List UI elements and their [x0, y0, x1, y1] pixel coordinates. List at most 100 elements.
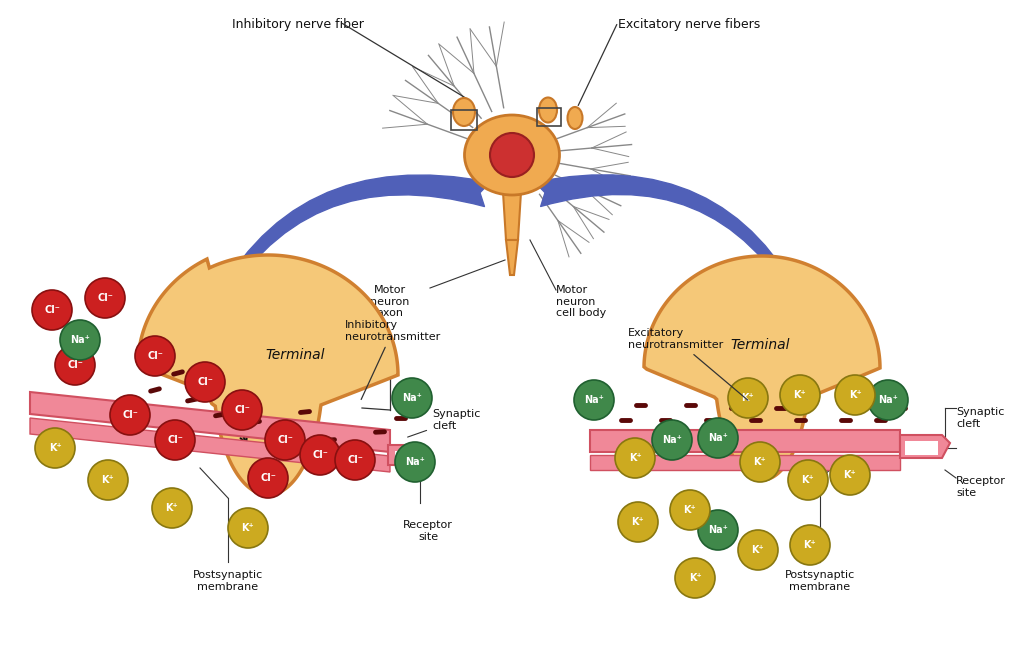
Circle shape	[738, 530, 778, 570]
Circle shape	[830, 455, 870, 495]
Text: Cl⁻: Cl⁻	[312, 450, 328, 460]
Text: K⁺: K⁺	[844, 470, 856, 480]
Circle shape	[228, 508, 268, 548]
Circle shape	[88, 460, 128, 500]
Text: Receptor
site: Receptor site	[956, 476, 1006, 497]
Text: Cl⁻: Cl⁻	[278, 435, 293, 445]
Text: K⁺: K⁺	[794, 390, 806, 400]
Circle shape	[60, 320, 100, 360]
Text: K⁺: K⁺	[101, 475, 115, 485]
Polygon shape	[30, 392, 390, 452]
Polygon shape	[506, 240, 518, 275]
Text: K⁺: K⁺	[242, 523, 254, 533]
Circle shape	[155, 420, 195, 460]
Text: Na⁺: Na⁺	[70, 335, 90, 345]
Circle shape	[835, 375, 874, 415]
Text: K⁺: K⁺	[632, 517, 644, 527]
Circle shape	[574, 380, 614, 420]
Text: Cl⁻: Cl⁻	[234, 405, 250, 415]
Circle shape	[185, 362, 225, 402]
Polygon shape	[590, 455, 900, 470]
Polygon shape	[905, 441, 938, 455]
Circle shape	[728, 378, 768, 418]
Text: Na⁺: Na⁺	[708, 525, 728, 535]
Text: Cl⁻: Cl⁻	[44, 305, 60, 315]
Circle shape	[788, 460, 828, 500]
Circle shape	[32, 290, 72, 330]
Text: Cl⁻: Cl⁻	[347, 455, 362, 465]
Circle shape	[868, 380, 908, 420]
Circle shape	[110, 395, 150, 435]
Text: Cl⁻: Cl⁻	[122, 410, 138, 420]
Polygon shape	[395, 451, 412, 462]
Text: K⁺: K⁺	[688, 573, 701, 583]
Bar	[451, 110, 477, 130]
Text: K⁺: K⁺	[48, 443, 61, 453]
Text: K⁺: K⁺	[849, 390, 861, 400]
Text: Na⁺: Na⁺	[584, 395, 604, 405]
Ellipse shape	[539, 97, 557, 122]
Circle shape	[675, 558, 715, 598]
Text: Na⁺: Na⁺	[708, 433, 728, 443]
Text: Inhibitory
neurotransmitter: Inhibitory neurotransmitter	[345, 320, 440, 399]
Text: Terminal: Terminal	[730, 338, 790, 352]
Text: K⁺: K⁺	[754, 457, 766, 467]
Circle shape	[300, 435, 340, 475]
Text: Motor
neuron
axon: Motor neuron axon	[371, 285, 410, 318]
Circle shape	[265, 420, 305, 460]
Polygon shape	[590, 430, 900, 452]
Text: Na⁺: Na⁺	[663, 435, 682, 445]
Text: Cl⁻: Cl⁻	[147, 351, 163, 361]
Circle shape	[335, 440, 375, 480]
Text: Cl⁻: Cl⁻	[167, 435, 183, 445]
Text: K⁺: K⁺	[741, 393, 755, 403]
Text: Na⁺: Na⁺	[878, 395, 898, 405]
Circle shape	[618, 502, 658, 542]
Bar	[537, 108, 561, 126]
Text: K⁺: K⁺	[629, 453, 641, 463]
Circle shape	[85, 278, 125, 318]
Ellipse shape	[465, 115, 559, 195]
Circle shape	[698, 418, 738, 458]
Text: Cl⁻: Cl⁻	[197, 377, 213, 387]
Circle shape	[392, 378, 432, 418]
Circle shape	[740, 442, 780, 482]
Circle shape	[152, 488, 193, 528]
Text: K⁺: K⁺	[804, 540, 816, 550]
Circle shape	[35, 428, 75, 468]
Polygon shape	[138, 255, 398, 495]
Polygon shape	[30, 418, 390, 472]
Circle shape	[670, 490, 710, 530]
Text: Receptor
site: Receptor site	[403, 520, 453, 542]
Polygon shape	[644, 256, 880, 480]
Text: Synaptic
cleft: Synaptic cleft	[408, 409, 480, 437]
Text: Motor
neuron
cell body: Motor neuron cell body	[556, 285, 606, 318]
Circle shape	[780, 375, 820, 415]
Polygon shape	[900, 435, 950, 458]
Text: Cl⁻: Cl⁻	[260, 473, 275, 483]
Polygon shape	[388, 445, 422, 465]
Text: Excitatory nerve fibers: Excitatory nerve fibers	[618, 18, 760, 31]
Circle shape	[490, 133, 534, 177]
Text: Excitatory
neurotransmitter: Excitatory neurotransmitter	[628, 328, 748, 400]
Polygon shape	[503, 192, 521, 240]
Text: Na⁺: Na⁺	[402, 393, 422, 403]
Text: Inhibitory nerve fiber: Inhibitory nerve fiber	[232, 18, 364, 31]
Text: Na⁺: Na⁺	[406, 457, 425, 467]
Text: K⁺: K⁺	[684, 505, 696, 515]
Text: Postsynaptic
membrane: Postsynaptic membrane	[193, 570, 263, 592]
Circle shape	[135, 336, 175, 376]
Circle shape	[698, 510, 738, 550]
Circle shape	[652, 420, 692, 460]
Text: Synaptic
cleft: Synaptic cleft	[956, 407, 1005, 429]
Text: Postsynaptic
membrane: Postsynaptic membrane	[784, 570, 855, 592]
Circle shape	[790, 525, 830, 565]
Circle shape	[615, 438, 655, 478]
Text: K⁺: K⁺	[802, 475, 814, 485]
Ellipse shape	[453, 98, 475, 126]
Text: K⁺: K⁺	[752, 545, 764, 555]
Text: K⁺: K⁺	[166, 503, 178, 513]
Text: Terminal: Terminal	[265, 348, 325, 362]
Circle shape	[55, 345, 95, 385]
Text: Cl⁻: Cl⁻	[67, 360, 83, 370]
